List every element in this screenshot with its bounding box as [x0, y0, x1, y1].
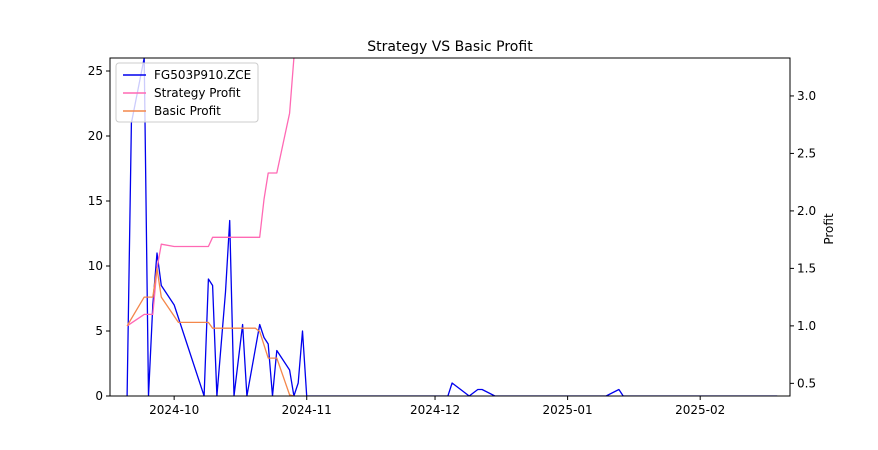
legend-label-fg503p910: FG503P910.ZCE: [154, 68, 251, 82]
y-right-tick-label: 1.5: [797, 261, 816, 275]
series-line-fg503p910-zce: [126, 58, 778, 396]
y-right-tick-label: 1.0: [797, 319, 816, 333]
chart-title: Strategy VS Basic Profit: [367, 39, 533, 55]
legend-label-strategy-profit: Strategy Profit: [154, 86, 241, 100]
x-tick-label: 2024-11: [282, 403, 332, 417]
legend: FG503P910.ZCE Strategy Profit Basic Prof…: [115, 62, 259, 123]
plot-frame: [109, 57, 791, 397]
y-left-tick-label: 25: [88, 64, 103, 78]
y-left-tick-label: 5: [95, 324, 103, 338]
y-left-tick-label: 10: [88, 259, 103, 273]
legend-frame: [115, 62, 259, 123]
y-right-tick-label: 2.5: [797, 146, 816, 160]
series-line-strategy-profit: [126, 58, 295, 327]
y-right-tick-label: 0.5: [797, 376, 816, 390]
x-tick-label: 2025-02: [675, 403, 725, 417]
x-tick-label: 2024-10: [149, 403, 199, 417]
y-axis-right-label: Profit: [822, 213, 836, 245]
plot-area: [126, 58, 778, 396]
x-tick-label: 2025-01: [543, 403, 593, 417]
y-left-tick-label: 15: [88, 194, 103, 208]
y-right-tick-label: 3.0: [797, 89, 816, 103]
x-tick-label: 2024-12: [410, 403, 460, 417]
legend-label-basic-profit: Basic Profit: [154, 104, 221, 118]
y-left-tick-label: 20: [88, 129, 103, 143]
y-right-tick-label: 2.0: [797, 204, 816, 218]
series-line-basic-profit: [126, 267, 295, 396]
y-left-tick-label: 0: [95, 389, 103, 403]
axes: 2024-10 2024-11 2024-12 2025-01 2025-02 0 5 10 1…: [88, 57, 816, 417]
